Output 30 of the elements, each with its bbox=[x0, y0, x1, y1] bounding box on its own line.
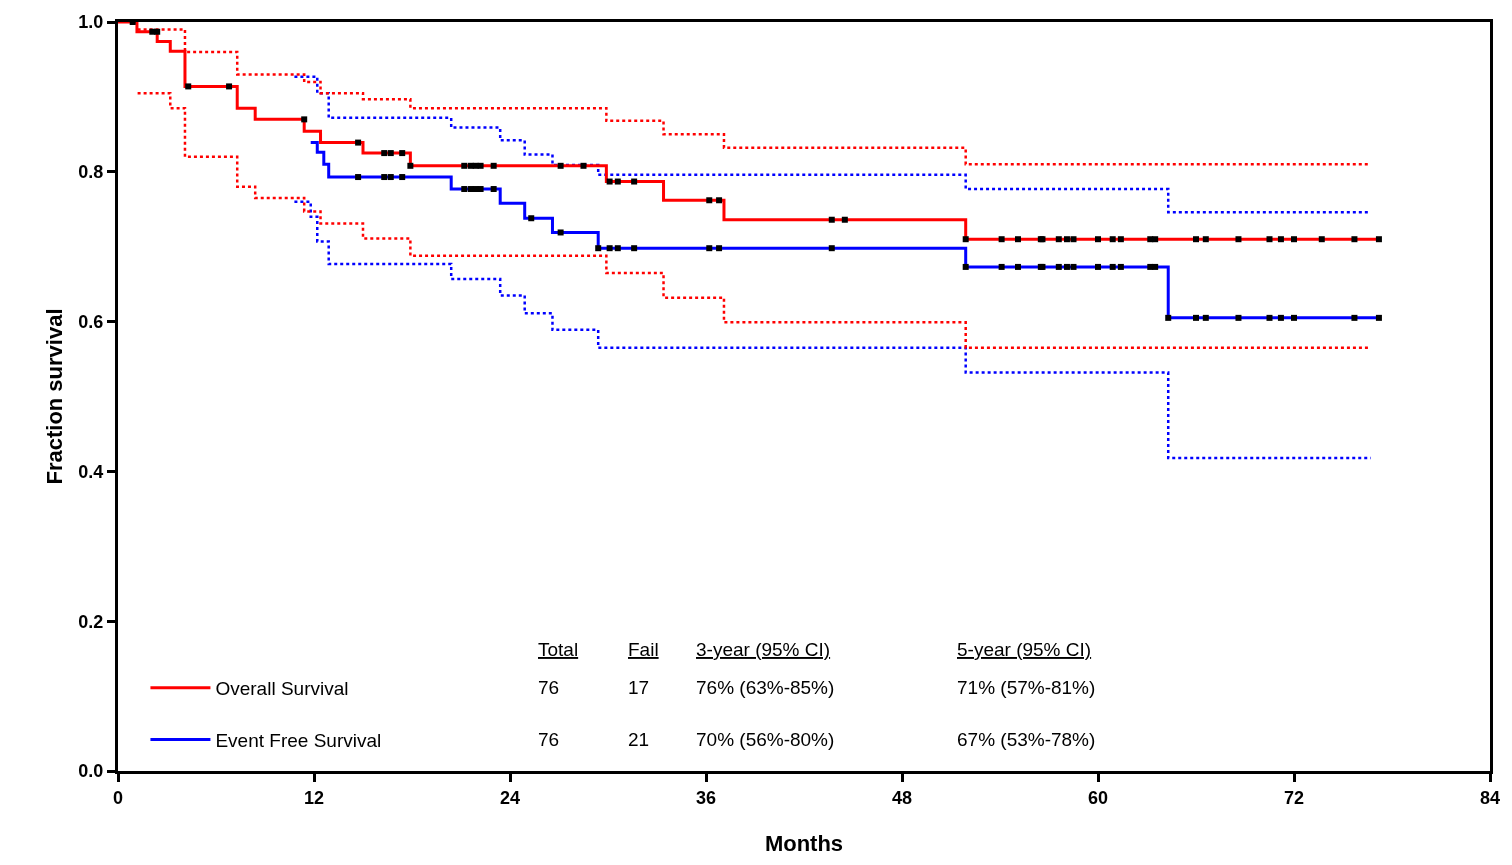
y-tick-label: 0.8 bbox=[78, 162, 104, 183]
y-tick-label: 0.2 bbox=[78, 611, 104, 632]
annotation: 67% (53%-78%) bbox=[957, 729, 1096, 750]
annotation: 76% (63%-85%) bbox=[696, 677, 835, 698]
x-axis-title: Months bbox=[764, 831, 844, 857]
annotation: Total bbox=[538, 639, 579, 660]
legend-label: Event Free Survival bbox=[215, 729, 382, 751]
x-tick-label: 24 bbox=[499, 787, 521, 808]
y-tick-label: 0.4 bbox=[78, 461, 104, 482]
annotation: 21 bbox=[628, 729, 650, 750]
annotation: 3-year (95% CI) bbox=[696, 639, 831, 660]
y-tick-label: 0.6 bbox=[78, 311, 104, 332]
y-tick-label: 0.0 bbox=[78, 761, 104, 782]
x-tick-label: 48 bbox=[891, 787, 913, 808]
annotation: Fail bbox=[628, 639, 659, 660]
annotation: 5-year (95% CI) bbox=[957, 639, 1092, 660]
y-tick-label: 1.0 bbox=[78, 12, 104, 33]
legend-label: Overall Survival bbox=[215, 678, 349, 700]
annotation: 76 bbox=[538, 729, 560, 750]
x-tick-label: 0 bbox=[112, 787, 124, 808]
x-tick-label: 36 bbox=[695, 787, 717, 808]
annotation: 17 bbox=[628, 677, 650, 698]
x-tick-label: 60 bbox=[1087, 787, 1109, 808]
y-axis-title: Fraction survival bbox=[42, 308, 68, 485]
x-tick-label: 84 bbox=[1479, 787, 1501, 808]
annotation: 71% (57%-81%) bbox=[957, 677, 1096, 698]
x-tick-label: 12 bbox=[303, 787, 325, 808]
x-tick-label: 72 bbox=[1283, 787, 1305, 808]
annotation: 76 bbox=[538, 677, 560, 698]
annotation: 70% (56%-80%) bbox=[696, 729, 835, 750]
